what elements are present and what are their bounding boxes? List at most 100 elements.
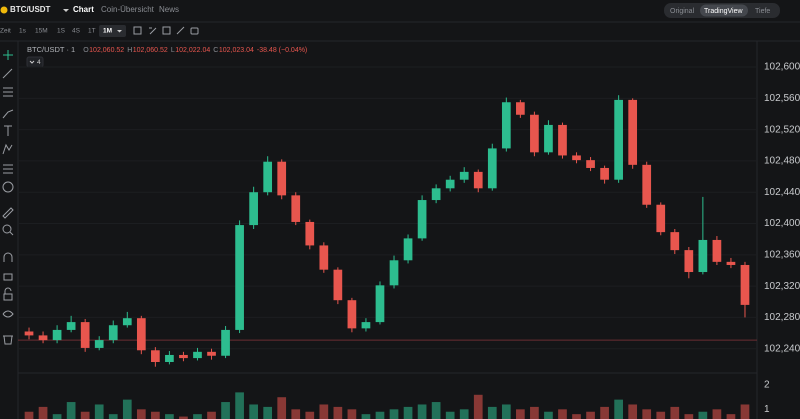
volume-bar	[179, 416, 188, 419]
candle-body	[291, 195, 301, 222]
candle-body	[235, 225, 244, 330]
volume-bar	[417, 404, 427, 419]
interval[interactable]: 4S	[72, 28, 81, 35]
y-tick-label: 102,480	[764, 156, 800, 167]
candle-body	[684, 250, 694, 273]
candle-body	[319, 245, 329, 270]
candle-body	[361, 322, 371, 329]
volume-bar	[165, 414, 174, 419]
candle-body	[249, 192, 258, 226]
volume-bar	[656, 411, 666, 419]
view-active	[700, 4, 748, 17]
volume-bar	[431, 402, 441, 419]
volume-bar	[530, 406, 539, 419]
volume-bar	[726, 414, 736, 419]
candle-body	[94, 340, 104, 348]
volume-bar	[544, 411, 553, 419]
interval-active	[99, 25, 126, 37]
candle-body	[122, 318, 132, 326]
drawing-tools[interactable]	[2, 50, 14, 345]
volume-bar	[600, 406, 609, 419]
candle-body	[656, 204, 666, 233]
volume-bar	[501, 404, 511, 419]
volume-bar	[614, 399, 623, 419]
candle-body	[136, 318, 146, 351]
volume-bar	[586, 411, 595, 419]
volume-bar	[263, 406, 273, 419]
interval[interactable]: 1S	[57, 28, 66, 35]
candle-body	[221, 329, 230, 356]
candle-body	[277, 161, 287, 196]
candle-body	[558, 124, 567, 156]
volume-bar	[487, 406, 497, 419]
y-tick-label: 102,240	[764, 343, 800, 354]
candle-body	[24, 331, 34, 336]
volume-bar	[151, 411, 160, 419]
candle-body	[445, 179, 455, 189]
candle-body	[207, 351, 216, 356]
candle-body	[501, 102, 511, 149]
volume-bar	[38, 406, 48, 419]
chevron[interactable]	[29, 60, 35, 64]
volume-bar	[642, 409, 652, 419]
legend-value: 102,022.04	[175, 47, 210, 54]
legend-value: 102,060.52	[89, 47, 124, 54]
candle-body	[572, 155, 581, 161]
view-option[interactable]: Original	[670, 8, 695, 15]
y-tick-label: 102,280	[764, 312, 800, 323]
tab[interactable]: News	[159, 5, 179, 14]
candle-body	[66, 322, 76, 330]
y-tick-label: 102,440	[764, 187, 800, 198]
volume-bar	[122, 399, 132, 419]
volume-bar	[572, 414, 581, 419]
dropdown-arrow[interactable]	[63, 9, 69, 12]
volume-bar	[375, 411, 385, 419]
view-option[interactable]: Tiefe	[755, 8, 770, 15]
y-tick-label: 102,320	[764, 281, 800, 292]
candle-body	[179, 354, 188, 359]
volume-bar	[740, 404, 750, 419]
y-tick-label: 102,360	[764, 249, 800, 260]
volume-bar	[207, 411, 216, 419]
candle-body	[80, 322, 90, 348]
candle-body	[193, 351, 202, 359]
volume-bar	[291, 409, 301, 419]
candle-body	[586, 160, 595, 168]
volume-bar	[628, 404, 638, 419]
view-option[interactable]: TradingView	[704, 8, 743, 15]
interval[interactable]: 1M	[103, 28, 112, 35]
candle-body	[740, 264, 750, 305]
volume-bar	[305, 411, 315, 419]
candle-body	[530, 114, 539, 153]
candle-body	[263, 161, 273, 193]
interval-label: Zeit	[0, 28, 11, 35]
indicator-count[interactable]: 4	[37, 59, 41, 66]
candle-body	[38, 335, 48, 341]
candle-body	[389, 260, 399, 286]
candle-body	[151, 350, 160, 363]
candle-body	[628, 99, 638, 165]
legend-label: O	[83, 47, 89, 54]
volume-bar	[445, 411, 455, 419]
interval[interactable]: 15M	[35, 28, 48, 35]
volume-bar	[66, 402, 76, 419]
volume-bar	[94, 404, 104, 419]
tab[interactable]: Chart	[73, 5, 94, 14]
tab[interactable]: Coin-Übersicht	[101, 5, 155, 14]
chart-tools[interactable]	[133, 26, 199, 35]
symbol[interactable]: BTC/USDT	[10, 5, 51, 14]
candle-body	[165, 354, 174, 363]
candle-body	[712, 239, 722, 262]
volume-bar	[136, 409, 146, 419]
candle-body	[544, 124, 553, 153]
y-tick-label: 102,520	[764, 124, 800, 135]
volume-bar	[249, 404, 258, 419]
interval[interactable]: 1s	[19, 28, 27, 35]
ohlc-legend: BTC/USDT · 1 O 102,060.52 H 102,060.52 L…	[27, 45, 307, 54]
volume-bar	[333, 406, 343, 419]
candle-body	[473, 171, 483, 189]
interval[interactable]: 1T	[88, 28, 96, 35]
volume-bar	[684, 414, 694, 419]
dropdown-arrow[interactable]	[117, 30, 122, 33]
